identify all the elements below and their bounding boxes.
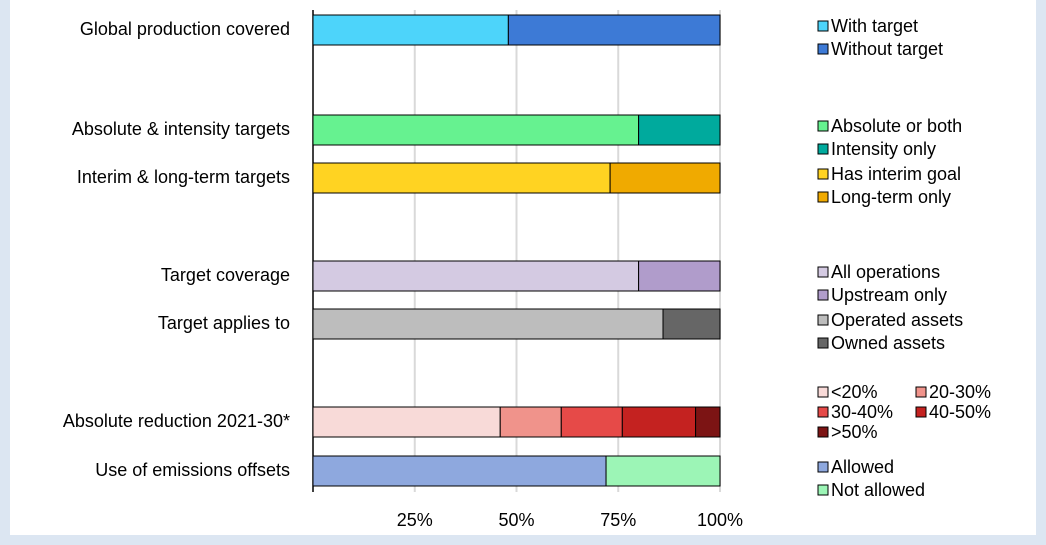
bar (605, 455, 721, 487)
legend-swatch (817, 20, 829, 32)
legend-label: 40-50% (929, 402, 991, 422)
legend-label: Has interim goal (831, 164, 961, 184)
legend-swatch (817, 406, 829, 418)
legend-swatch (817, 426, 829, 438)
y-tick-label: Global production covered (80, 19, 290, 39)
y-tick-label: Absolute & intensity targets (72, 119, 290, 139)
legend-swatch (915, 386, 927, 398)
bar (312, 260, 640, 292)
legend-swatch (817, 289, 829, 301)
legend-swatch (817, 484, 829, 496)
bar (507, 14, 721, 46)
bar (312, 14, 509, 46)
legend-label: Absolute or both (831, 116, 962, 136)
legend-swatch (915, 406, 927, 418)
bar (609, 162, 721, 194)
legend-label: With target (831, 16, 918, 36)
bar (560, 406, 623, 438)
legend-label: All operations (831, 262, 940, 282)
bar (638, 260, 721, 292)
legend-label: Intensity only (831, 139, 936, 159)
x-tick-label: 75% (600, 510, 636, 530)
legend-label: >50% (831, 422, 878, 442)
x-tick-label: 25% (397, 510, 433, 530)
legend-label: 20-30% (929, 382, 991, 402)
legend-swatch (817, 191, 829, 203)
legend-swatch (817, 337, 829, 349)
legend-swatch (817, 461, 829, 473)
bar (638, 114, 721, 146)
legend-swatch (817, 120, 829, 132)
bar (312, 308, 664, 340)
y-tick-label: Absolute reduction 2021-30* (63, 411, 290, 431)
legend-label: <20% (831, 382, 878, 402)
legend-swatch (817, 266, 829, 278)
legend-label: Without target (831, 39, 943, 59)
bar (621, 406, 697, 438)
legend-swatch (817, 386, 829, 398)
legend-label: Owned assets (831, 333, 945, 353)
bar (312, 406, 501, 438)
legend-label: 30-40% (831, 402, 893, 422)
bar (312, 162, 611, 194)
y-tick-label: Interim & long-term targets (77, 167, 290, 187)
legend-swatch (817, 168, 829, 180)
legend-label: Allowed (831, 457, 894, 477)
legend-label: Upstream only (831, 285, 947, 305)
bar (312, 114, 640, 146)
y-tick-label: Use of emissions offsets (95, 460, 290, 480)
legend-swatch (817, 43, 829, 55)
bar (499, 406, 562, 438)
x-tick-label: 100% (697, 510, 743, 530)
legend-label: Not allowed (831, 480, 925, 500)
bar (312, 455, 607, 487)
legend-swatch (817, 143, 829, 155)
legend-label: Operated assets (831, 310, 963, 330)
bar (695, 406, 721, 438)
legend-label: Long-term only (831, 187, 951, 207)
y-tick-label: Target applies to (158, 313, 290, 333)
bar (662, 308, 721, 340)
legend-swatch (817, 314, 829, 326)
y-tick-label: Target coverage (161, 265, 290, 285)
x-tick-label: 50% (498, 510, 534, 530)
